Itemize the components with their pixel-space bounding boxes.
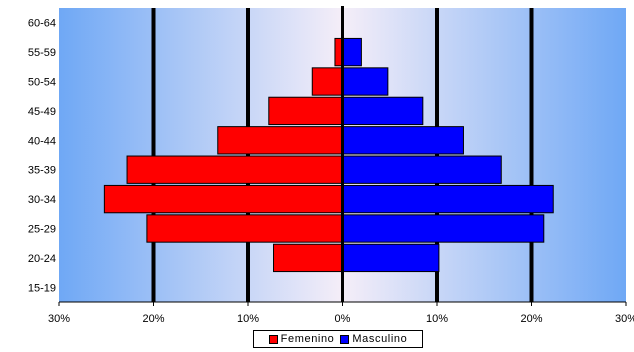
bar-masculino — [342, 184, 554, 214]
bar-masculino — [342, 126, 464, 155]
y-tick-label: 50-54 — [28, 77, 56, 89]
bar-masculino — [342, 214, 545, 243]
bar-masculino — [342, 37, 362, 67]
x-tick-label: 20% — [142, 313, 164, 325]
y-tick-label: 25-29 — [28, 224, 56, 236]
legend-swatch-male — [340, 334, 350, 344]
y-tick-label: 40-44 — [28, 135, 56, 147]
legend-item-male: Masculino — [340, 333, 407, 345]
legend: Femenino Masculino — [253, 330, 423, 348]
bar-femenino — [273, 243, 344, 273]
legend-item-female: Femenino — [268, 333, 335, 345]
x-tick-label: 20% — [520, 313, 542, 325]
legend-label-female: Femenino — [280, 333, 335, 345]
x-tick-label: 0% — [335, 313, 351, 325]
bar-masculino — [342, 243, 440, 273]
bar-masculino — [342, 67, 389, 96]
y-tick-label: 15-19 — [28, 282, 56, 294]
bar-masculino — [342, 96, 424, 126]
y-tick-label: 35-39 — [28, 165, 56, 177]
x-tick-label: 30% — [48, 313, 70, 325]
bar-femenino — [126, 155, 344, 184]
bar-femenino — [217, 126, 343, 155]
legend-swatch-female — [268, 334, 278, 344]
y-tick-label: 60-64 — [28, 18, 56, 30]
y-tick-label: 20-24 — [28, 253, 56, 265]
bar-femenino — [103, 184, 343, 214]
bar-masculino — [342, 155, 502, 184]
y-tick-label: 55-59 — [28, 47, 56, 59]
bar-femenino — [311, 67, 344, 96]
y-tick-label: 45-49 — [28, 106, 56, 118]
bar-femenino — [268, 96, 344, 126]
x-tick-label: 10% — [426, 313, 448, 325]
x-tick-label: 10% — [237, 313, 259, 325]
legend-label-male: Masculino — [352, 333, 408, 345]
y-tick-label: 30-34 — [28, 194, 56, 206]
bar-femenino — [146, 214, 343, 243]
x-tick-label: 30% — [615, 313, 634, 325]
